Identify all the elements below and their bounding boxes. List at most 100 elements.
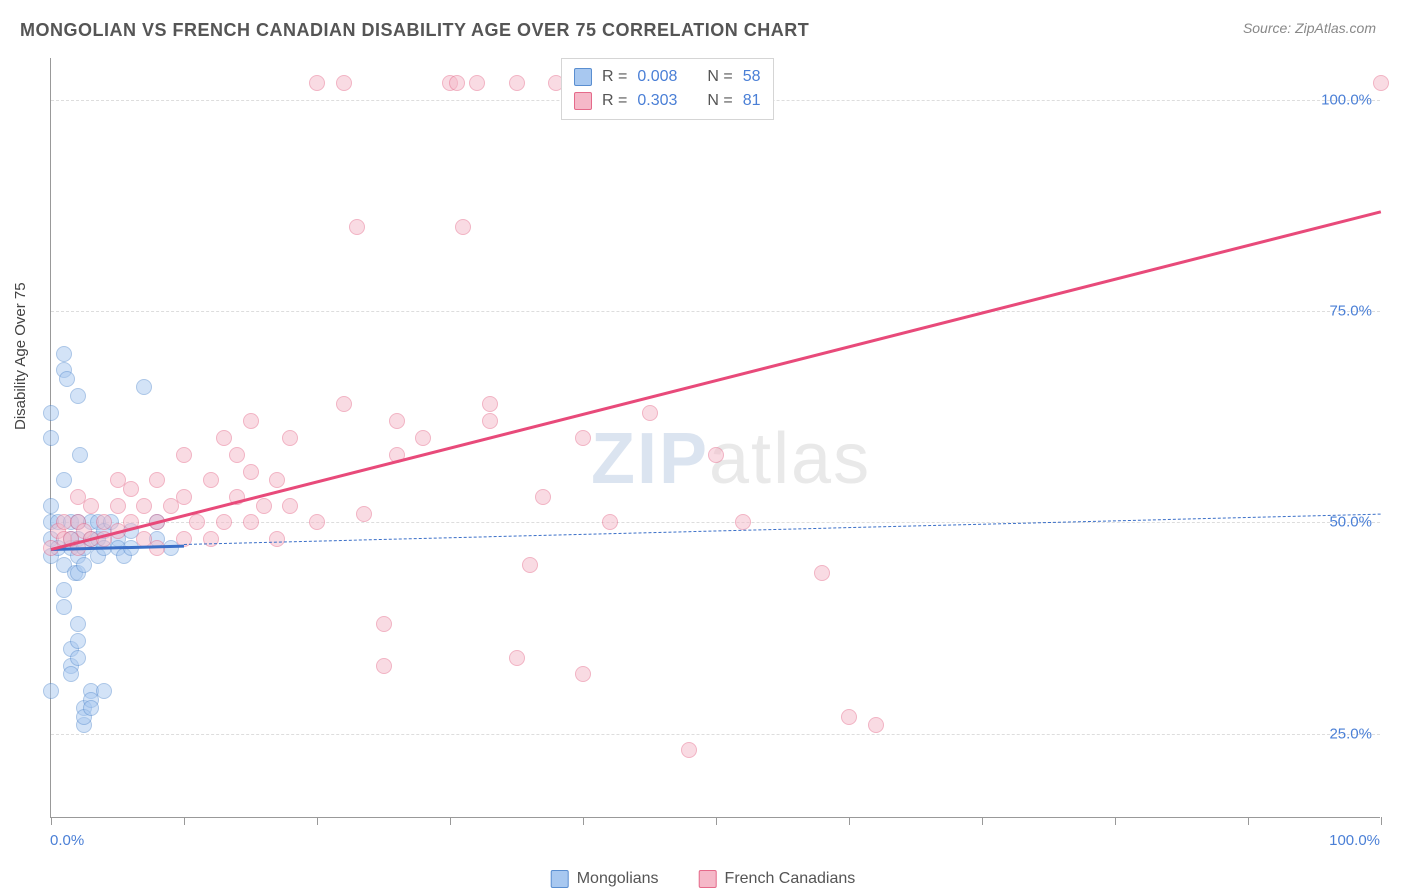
x-tick [450,817,451,825]
scatter-chart: ZIPatlas 25.0% 50.0% 75.0% 100.0% R = 0.008 N … [50,58,1380,818]
scatter-point [96,683,112,699]
scatter-point [83,498,99,514]
scatter-point [56,599,72,615]
scatter-point [535,489,551,505]
r-label: R = [602,65,627,89]
scatter-point [642,405,658,421]
scatter-point [70,616,86,632]
gridline [51,734,1380,735]
n-value: 58 [743,65,761,89]
watermark: ZIPatlas [591,418,871,500]
scatter-point [203,472,219,488]
gridline [51,311,1380,312]
scatter-point [43,683,59,699]
x-tick [1248,817,1249,825]
scatter-point [482,413,498,429]
r-value: 0.303 [637,89,677,113]
scatter-point [449,75,465,91]
scatter-point [269,472,285,488]
r-value: 0.008 [637,65,677,89]
bottom-legend: Mongolians French Canadians [551,870,856,888]
x-tick [1115,817,1116,825]
scatter-point [575,666,591,682]
watermark-zip: ZIP [591,419,709,499]
n-value: 81 [743,89,761,113]
r-label: R = [602,89,627,113]
scatter-point [189,514,205,530]
scatter-point [482,396,498,412]
x-tick [982,817,983,825]
scatter-point [356,506,372,522]
scatter-point [415,430,431,446]
scatter-point [814,565,830,581]
scatter-point [136,498,152,514]
scatter-point [72,447,88,463]
scatter-point [203,531,219,547]
scatter-point [70,650,86,666]
x-tick [1381,817,1382,825]
stats-box: R = 0.008 N = 58 R = 0.303 N = 81 [561,58,774,120]
scatter-point [149,472,165,488]
x-tick [184,817,185,825]
scatter-point [575,430,591,446]
y-tick-label: 75.0% [1329,303,1372,320]
scatter-point [70,388,86,404]
scatter-point [136,379,152,395]
scatter-point [336,75,352,91]
legend-label: Mongolians [577,870,659,888]
scatter-point [602,514,618,530]
scatter-point [243,413,259,429]
scatter-point [70,633,86,649]
n-label: N = [707,65,732,89]
scatter-point [349,219,365,235]
scatter-point [735,514,751,530]
legend-swatch [551,870,569,888]
y-tick-label: 100.0% [1321,92,1372,109]
x-tick [716,817,717,825]
scatter-point [243,464,259,480]
scatter-point [509,650,525,666]
scatter-point [216,430,232,446]
chart-header: MONGOLIAN VS FRENCH CANADIAN DISABILITY … [0,0,1406,51]
trend-line-solid [51,210,1382,550]
scatter-point [309,514,325,530]
x-tick [51,817,52,825]
scatter-point [708,447,724,463]
scatter-point [269,531,285,547]
y-axis-label: Disability Age Over 75 [12,282,29,430]
scatter-point [282,498,298,514]
scatter-point [455,219,471,235]
scatter-point [123,481,139,497]
scatter-point [376,658,392,674]
scatter-point [389,413,405,429]
scatter-point [841,709,857,725]
legend-swatch [574,68,592,86]
scatter-point [868,717,884,733]
stats-row: R = 0.008 N = 58 [574,65,761,89]
legend-swatch [699,870,717,888]
x-tick [583,817,584,825]
stats-row: R = 0.303 N = 81 [574,89,761,113]
y-tick-label: 50.0% [1329,514,1372,531]
scatter-point [243,514,259,530]
x-tick [849,817,850,825]
scatter-point [522,557,538,573]
legend-swatch [574,92,592,110]
scatter-point [83,700,99,716]
scatter-point [216,514,232,530]
x-tick-label: 0.0% [50,832,84,849]
y-tick-label: 25.0% [1329,725,1372,742]
x-tick [317,817,318,825]
legend-item: Mongolians [551,870,659,888]
scatter-point [509,75,525,91]
scatter-point [43,498,59,514]
legend-item: French Canadians [699,870,856,888]
chart-source: Source: ZipAtlas.com [1243,20,1376,36]
scatter-point [56,582,72,598]
x-tick-label: 100.0% [1329,832,1380,849]
scatter-point [469,75,485,91]
n-label: N = [707,89,732,113]
legend-label: French Canadians [725,870,856,888]
scatter-point [376,616,392,632]
scatter-point [282,430,298,446]
